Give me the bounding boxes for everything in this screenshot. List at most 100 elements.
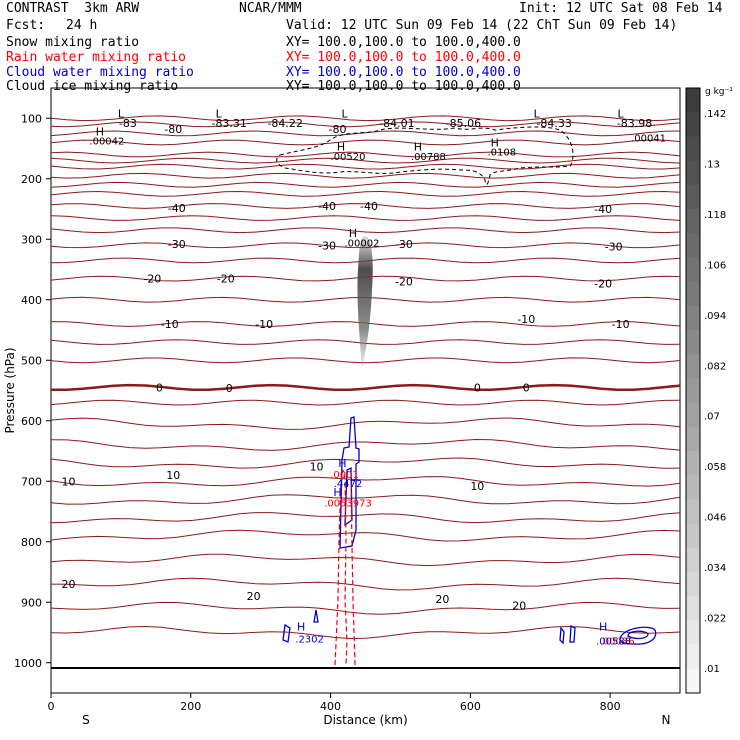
temperature-label: 20 xyxy=(247,590,261,603)
contour-labels: -83 -80 -83.31 -84.22 -80 -84.01 -85.06 -84.33 -… xyxy=(61,107,666,647)
temperature-label: 10 xyxy=(166,469,180,482)
color-bar-segment xyxy=(686,378,700,404)
temperature-label: -83.31 xyxy=(211,117,246,130)
extremum-label: H xyxy=(599,620,607,633)
isotherm-line xyxy=(50,157,681,164)
y-tick-label: 100 xyxy=(21,112,42,125)
temperature-label: -30 xyxy=(395,238,413,251)
extremum-label: H xyxy=(333,486,341,499)
temperature-label: -20 xyxy=(594,277,612,290)
x-tick-label: 200 xyxy=(180,700,201,713)
rain-value-label: .0001 xyxy=(330,470,359,481)
cloud-water-value-label: .4472 xyxy=(334,479,363,490)
extremum-label: L xyxy=(341,107,348,120)
valid-time: Valid: 12 UTC Sun 09 Feb 14 (22 ChT Sun … xyxy=(286,18,678,33)
color-bar-segment xyxy=(686,668,700,694)
temperature-label: 0 xyxy=(523,381,530,394)
isotherm-line xyxy=(50,399,681,406)
field-name-cloud-water: Cloud water mixing ratio xyxy=(6,65,194,80)
color-bar-tick-label: .07 xyxy=(704,412,720,423)
isotherm-line xyxy=(50,577,681,591)
isotherm-line xyxy=(50,625,681,640)
temperature-label: 10 xyxy=(310,461,324,474)
color-bar-legend: g kg⁻¹ .142 .13 .118 .106 .094 .082 .07 .058 .04… xyxy=(685,87,733,694)
color-bar-tick-label: .082 xyxy=(704,361,726,372)
isotherm-line xyxy=(50,529,681,542)
color-bar-tick-label: .094 xyxy=(704,311,726,322)
temperature-label: -84.22 xyxy=(267,117,302,130)
isotherm-line xyxy=(50,512,681,524)
isotherm-line xyxy=(50,172,681,179)
color-bar-segment xyxy=(686,184,700,210)
extremum-label: H xyxy=(491,136,499,149)
color-bar-segment xyxy=(686,281,700,307)
field-name-rain: Rain water mixing ratio xyxy=(6,50,187,65)
color-bar-tick-label: .022 xyxy=(704,613,726,624)
temperature-label: 20 xyxy=(61,578,75,591)
snow-value-label: .00002 xyxy=(345,238,380,249)
temperature-label: -84.01 xyxy=(379,117,414,130)
temperature-label: -83.98 xyxy=(617,117,652,130)
temperature-label: -10 xyxy=(255,318,273,331)
isotherm-line xyxy=(50,494,681,505)
color-bar-segment xyxy=(686,644,700,670)
isotherm-line xyxy=(50,476,681,487)
rain-water-contours xyxy=(334,469,356,666)
cloud-water-value-label: .00588 xyxy=(596,636,631,647)
temperature-label: -20 xyxy=(395,276,413,289)
extremum-label: L xyxy=(216,107,223,120)
isotherm-lines xyxy=(50,115,681,640)
field-name-cloud-ice: Cloud ice mixing ratio xyxy=(6,79,179,94)
snow-value-label: .00041 xyxy=(631,134,666,145)
color-bar-segment xyxy=(686,547,700,573)
extremum-label: L xyxy=(618,107,625,120)
init-time: Init: 12 UTC Sat 08 Feb 14 xyxy=(519,1,723,16)
color-bar-segment xyxy=(686,257,700,283)
extremum-label: L xyxy=(118,107,125,120)
isotherm-line xyxy=(50,203,681,209)
color-bar-segment xyxy=(686,572,700,597)
color-bar-segment xyxy=(686,426,700,452)
rain-water-contour-right xyxy=(350,479,356,666)
temperature-label: 10 xyxy=(61,475,75,488)
temperature-label: -10 xyxy=(161,318,179,331)
snow-value-label: .00520 xyxy=(331,152,366,163)
y-tick-label: 500 xyxy=(21,354,42,367)
color-bar-segment xyxy=(686,402,700,428)
y-tick-label: 800 xyxy=(21,536,42,549)
x-axis-title: Distance (km) xyxy=(323,713,407,727)
snow-shaded-region xyxy=(357,236,373,370)
temperature-label: -20 xyxy=(143,273,161,286)
isotherm-line xyxy=(50,553,681,567)
extremum-label: H xyxy=(349,227,357,240)
extremum-label: H xyxy=(96,126,104,139)
rain-value-label: .0053973 xyxy=(324,498,372,509)
temperature-label: -10 xyxy=(612,318,630,331)
extremum-label: H xyxy=(297,620,305,633)
color-bar-tick-label: .118 xyxy=(704,210,726,221)
extremum-label: H xyxy=(338,457,346,470)
isotherm-line xyxy=(50,383,681,392)
y-tick-label: 200 xyxy=(21,173,42,186)
snow-value-label: .0108 xyxy=(487,148,516,159)
cloud-water-contour-column-inner xyxy=(344,466,353,527)
temperature-label: -30 xyxy=(605,241,623,254)
color-bar-segment xyxy=(686,475,700,500)
rain-water-contour-column xyxy=(334,469,348,666)
temperature-label: 0 xyxy=(226,382,233,395)
y-tick-label: 400 xyxy=(21,294,42,307)
temperature-label: 10 xyxy=(470,480,484,493)
isotherm-line xyxy=(50,227,681,234)
snow-value-label: .00042 xyxy=(89,137,124,148)
extremum-label: H xyxy=(414,141,422,154)
isotherm-line xyxy=(50,130,681,137)
color-bar-segment xyxy=(686,596,700,621)
color-bar-segment xyxy=(686,451,700,476)
color-bar-segment xyxy=(686,330,700,355)
rain-value-label: .00036 xyxy=(600,636,635,647)
isotherm-line xyxy=(50,121,681,128)
temperature-label: 20 xyxy=(435,593,449,606)
snow-value-label: .00788 xyxy=(411,152,446,163)
